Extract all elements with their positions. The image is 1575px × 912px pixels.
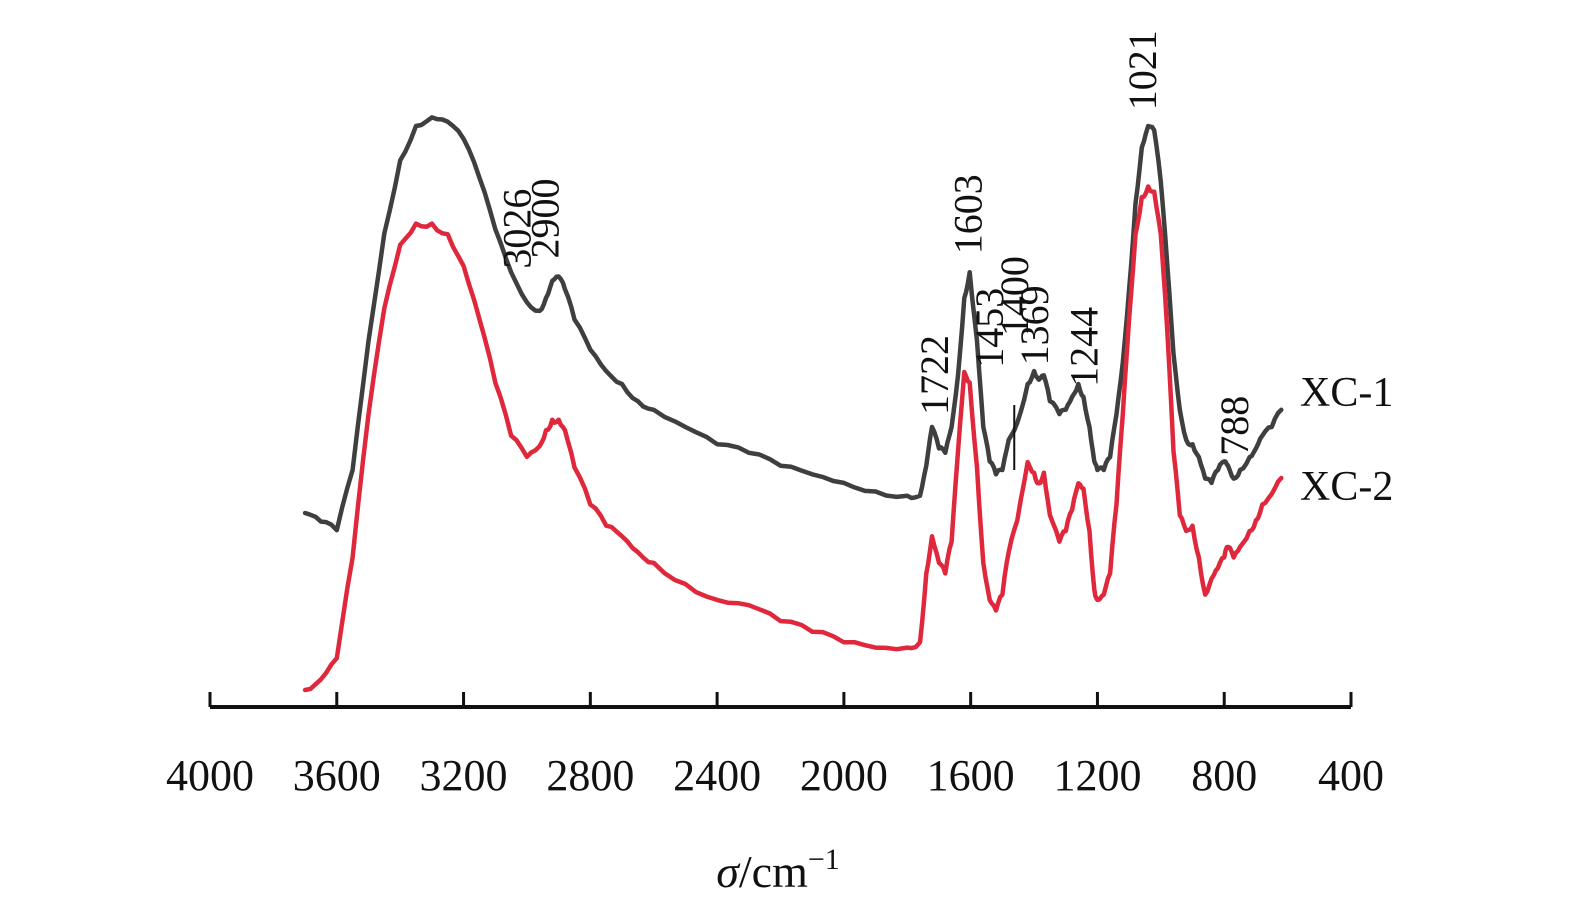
x-tick-label-400: 400 [1318,751,1384,800]
x-tick-label-1200: 1200 [1053,751,1141,800]
legend-label-xc-2: XC-2 [1300,464,1393,510]
peak-label-1453: 1453 [967,288,1012,368]
x-axis-tick-labels: 4000 3600 3200 2800 2400 2000 1600 1200 800 400 [166,751,1384,800]
peak-label-1021: 1021 [1120,30,1165,110]
x-tick-label-1600: 1600 [927,751,1015,800]
peak-label-1244: 1244 [1061,307,1106,387]
x-axis-title-unit: /cm [739,846,808,897]
peak-label-1722: 1722 [912,335,957,415]
x-tick-label-3200: 3200 [420,751,508,800]
x-tick-label-4000: 4000 [166,751,254,800]
spectrum-lines [302,115,1284,693]
peak-label-2900: 2900 [523,179,568,259]
legend-label-xc-1: XC-1 [1300,370,1393,416]
peak-label-1369: 1369 [1012,285,1057,365]
x-tick-label-3600: 3600 [293,751,381,800]
series-line-xc-1 [302,115,1284,533]
x-tick-label-2400: 2400 [673,751,761,800]
peak-label-1603: 1603 [946,174,991,254]
x-tick-label-2800: 2800 [546,751,634,800]
x-tick-label-2000: 2000 [800,751,888,800]
series-line-xc-2 [302,184,1284,693]
x-axis-ticks [208,692,1353,707]
peak-label-1400: 1400 [992,256,1037,336]
legend: XC-1 XC-2 [1300,370,1393,510]
x-tick-label-800: 800 [1191,751,1257,800]
x-axis-title: σ/cm−1 [716,843,840,897]
x-axis-title-symbol: σ [716,846,741,897]
x-axis-title-exponent: −1 [808,843,840,876]
peak-label-788: 788 [1212,396,1257,456]
peak-label-3026: 3026 [495,189,540,269]
